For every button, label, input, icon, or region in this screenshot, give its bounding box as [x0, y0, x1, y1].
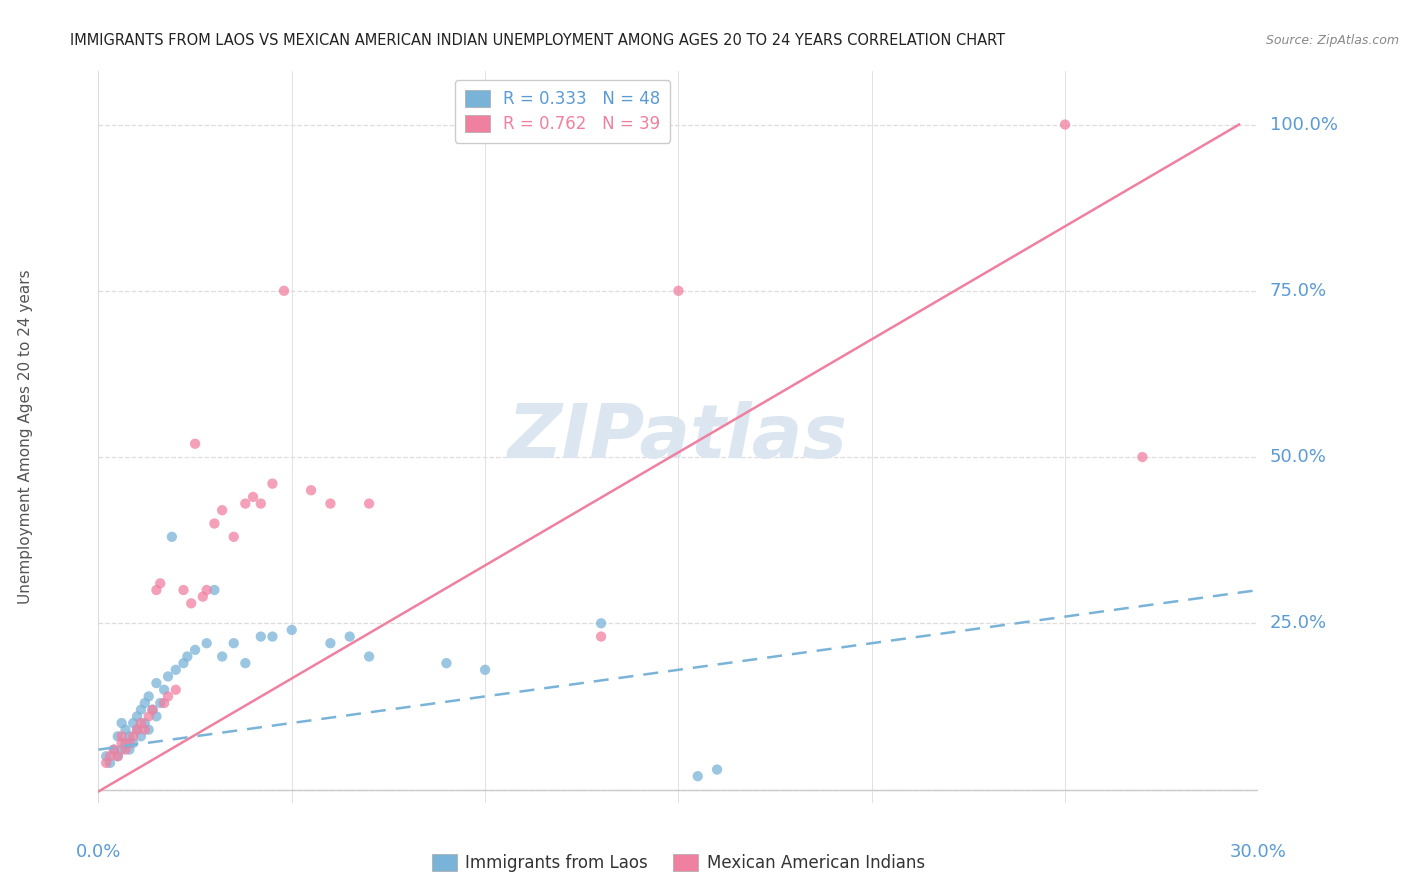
Point [359, 497, 381, 511]
Point [129, 703, 152, 717]
Text: Source: ZipAtlas.com: Source: ZipAtlas.com [1265, 34, 1399, 46]
Point [172, 656, 194, 670]
Point [122, 716, 145, 731]
Point [250, 630, 273, 644]
Point [195, 582, 218, 597]
Point [103, 742, 125, 756]
Point [127, 709, 149, 723]
Point [145, 676, 167, 690]
Point [107, 729, 129, 743]
Point [118, 729, 141, 743]
Point [180, 596, 202, 610]
Text: ZIPatlas: ZIPatlas [509, 401, 848, 474]
Point [1132, 450, 1154, 464]
Text: 0.0%: 0.0% [76, 843, 121, 861]
Point [153, 696, 176, 710]
Point [114, 723, 136, 737]
Point [474, 663, 496, 677]
Text: 30.0%: 30.0% [1230, 843, 1286, 861]
Text: IMMIGRANTS FROM LAOS VS MEXICAN AMERICAN INDIAN UNEMPLOYMENT AMONG AGES 20 TO 24: IMMIGRANTS FROM LAOS VS MEXICAN AMERICAN… [70, 33, 1005, 47]
Point [235, 656, 257, 670]
Point [129, 716, 152, 731]
Point [111, 716, 132, 731]
Point [103, 742, 125, 756]
Point [134, 716, 156, 731]
Point [191, 590, 214, 604]
Point [250, 497, 273, 511]
Point [273, 284, 295, 298]
Point [138, 690, 160, 704]
Text: 50.0%: 50.0% [1270, 448, 1326, 466]
Point [96, 756, 118, 770]
Point [127, 723, 149, 737]
Point [107, 749, 129, 764]
Point [98, 756, 121, 770]
Point [184, 643, 207, 657]
Point [299, 483, 322, 498]
Point [114, 736, 136, 750]
Point [262, 630, 284, 644]
Point [195, 636, 218, 650]
Point [141, 703, 165, 717]
Point [145, 582, 167, 597]
Point [165, 682, 187, 697]
Point [111, 736, 132, 750]
Point [591, 630, 613, 644]
Point [129, 729, 152, 743]
Point [134, 696, 156, 710]
Point [122, 736, 145, 750]
Point [1054, 118, 1077, 132]
Point [134, 723, 156, 737]
Point [242, 490, 264, 504]
Point [107, 749, 129, 764]
Point [122, 729, 145, 743]
Point [118, 742, 141, 756]
Point [222, 636, 245, 650]
Point [211, 503, 233, 517]
Point [111, 729, 132, 743]
Point [281, 623, 304, 637]
Point [172, 582, 194, 597]
Point [176, 649, 198, 664]
Point [145, 709, 167, 723]
Point [319, 636, 342, 650]
Point [138, 709, 160, 723]
Point [127, 723, 149, 737]
Point [118, 736, 141, 750]
Point [141, 703, 165, 717]
Text: Unemployment Among Ages 20 to 24 years: Unemployment Among Ages 20 to 24 years [18, 269, 32, 605]
Point [204, 582, 226, 597]
Point [222, 530, 245, 544]
Point [153, 682, 176, 697]
Point [706, 763, 728, 777]
Point [138, 723, 160, 737]
Text: 25.0%: 25.0% [1270, 615, 1327, 632]
Point [686, 769, 709, 783]
Point [319, 497, 342, 511]
Point [114, 742, 136, 756]
Point [165, 663, 187, 677]
Point [160, 530, 183, 544]
Point [359, 649, 381, 664]
Point [149, 696, 172, 710]
Legend: Immigrants from Laos, Mexican American Indians: Immigrants from Laos, Mexican American I… [426, 847, 931, 879]
Point [149, 576, 172, 591]
Point [436, 656, 458, 670]
Point [157, 690, 180, 704]
Text: 100.0%: 100.0% [1270, 116, 1337, 134]
Point [339, 630, 361, 644]
Point [211, 649, 233, 664]
Point [96, 749, 118, 764]
Point [591, 616, 613, 631]
Point [666, 284, 689, 298]
Text: 75.0%: 75.0% [1270, 282, 1327, 300]
Point [184, 436, 207, 450]
Point [111, 742, 132, 756]
Point [262, 476, 284, 491]
Point [157, 669, 180, 683]
Point [98, 749, 121, 764]
Point [204, 516, 226, 531]
Point [235, 497, 257, 511]
